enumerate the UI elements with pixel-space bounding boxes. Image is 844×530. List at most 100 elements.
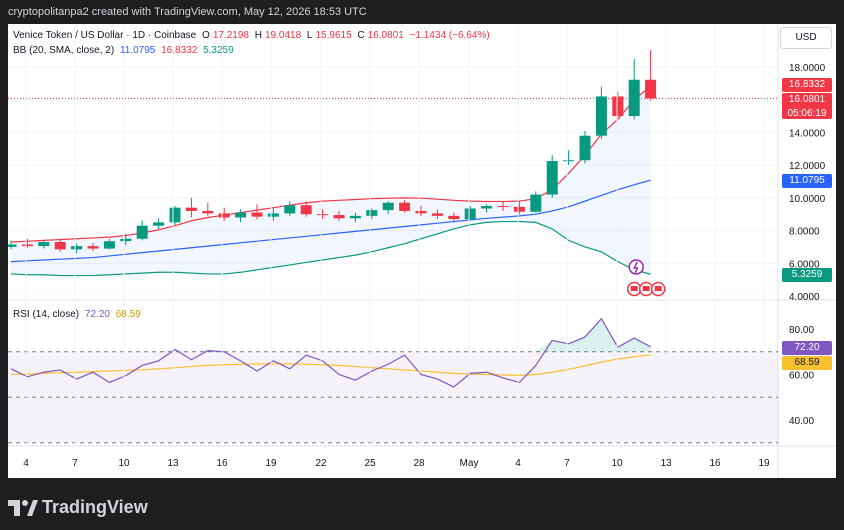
high-label: H xyxy=(254,30,262,41)
time-axis-label: 16 xyxy=(709,458,721,469)
candle-body xyxy=(399,202,411,211)
open-value: 17.2198 xyxy=(212,30,249,41)
candle-body xyxy=(136,225,148,239)
time-axis-label: 19 xyxy=(265,458,277,469)
rsi-legend: RSI (14, close) 72.20 68.59 xyxy=(13,309,144,320)
candle-body xyxy=(431,213,443,216)
candle-body xyxy=(612,96,624,117)
candle-body xyxy=(71,246,83,250)
candle-body xyxy=(333,215,345,219)
bb-band-fill xyxy=(11,86,651,276)
last-price-value: 16.0801 xyxy=(788,94,826,105)
event-lightning-icon xyxy=(628,259,644,275)
candle-body xyxy=(497,206,509,208)
footer: TradingView xyxy=(0,478,844,530)
candle-body xyxy=(317,214,329,216)
candle-body xyxy=(349,215,361,219)
last-price-tag: 16.0801 05:06:19 xyxy=(782,93,832,119)
candle-body xyxy=(21,244,33,247)
tradingview-logo[interactable]: TradingView xyxy=(8,497,148,518)
candle-body xyxy=(169,207,181,223)
candle-body xyxy=(153,222,165,226)
bb-basis-price-tag: 11.0795 xyxy=(782,174,832,188)
time-axis-label: 19 xyxy=(758,458,770,469)
candle-body xyxy=(218,213,230,218)
candle-body xyxy=(464,208,476,220)
tradingview-logo-icon xyxy=(8,499,38,516)
time-axis-label: 7 xyxy=(72,458,78,469)
candle-body xyxy=(448,215,460,220)
bb-upper-price-tag: 16.8332 xyxy=(782,78,832,92)
lightning-glyph xyxy=(632,261,639,274)
bb-lower-line xyxy=(10,220,651,277)
time-axis-label: 25 xyxy=(364,458,376,469)
rsi-overbought-fill xyxy=(11,318,651,352)
candle-body xyxy=(563,160,575,162)
flag-glyph xyxy=(630,286,638,291)
time-axis-label: 13 xyxy=(660,458,672,469)
candle-body xyxy=(185,207,197,211)
price-axis-label: 18.0000 xyxy=(789,63,826,74)
time-axis-label: 22 xyxy=(315,458,327,469)
bb-title: BB (20, SMA, close, 2) xyxy=(13,45,115,56)
bb-basis-line xyxy=(10,179,651,263)
candle-body xyxy=(251,212,263,217)
low-value: 15.9615 xyxy=(315,30,352,41)
candle-body xyxy=(546,161,558,195)
candle-body xyxy=(38,242,50,247)
candle-body xyxy=(628,79,640,117)
rsi-ma-line xyxy=(10,354,651,377)
rsi-axis-label: 40.00 xyxy=(789,416,814,427)
time-axis-label: 4 xyxy=(515,458,521,469)
bb-lower-value: 5.3259 xyxy=(203,45,234,56)
candle-body xyxy=(235,212,247,218)
rsi-value: 72.20 xyxy=(84,309,110,320)
candle-body xyxy=(120,238,132,242)
time-axis-label: 28 xyxy=(413,458,425,469)
tradingview-brand: TradingView xyxy=(42,497,148,517)
close-value: 16.0801 xyxy=(367,30,404,41)
bb-upper-value: 16.8332 xyxy=(161,45,198,56)
time-axis-label: 13 xyxy=(167,458,179,469)
chart-attribution: cryptopolitanpa2 created with TradingVie… xyxy=(0,0,844,24)
candle-body xyxy=(202,210,214,214)
symbol-name: Venice Token / US Dollar · 1D · Coinbase xyxy=(13,30,197,41)
low-label: L xyxy=(306,30,313,41)
bb-basis-value: 11.0795 xyxy=(119,45,156,56)
rsi-ma-value: 68.59 xyxy=(115,309,141,320)
price-chart-svg[interactable]: 18.0000 14.0000 12.0000 10.0000 8.0000 6.0000… xyxy=(8,24,836,478)
time-axis-label: May xyxy=(460,458,479,469)
change-value: −1.1434 (−6.64%) xyxy=(409,30,490,41)
time-axis-label: 10 xyxy=(118,458,130,469)
price-axis-label: 12.0000 xyxy=(789,161,826,172)
price-axis-label: 14.0000 xyxy=(789,128,826,139)
candle-body xyxy=(382,202,394,211)
rsi-title: RSI (14, close) xyxy=(13,309,80,320)
price-axis-label: 10.0000 xyxy=(789,194,826,205)
candle-body xyxy=(300,205,312,215)
candle-body xyxy=(513,206,525,212)
open-label: O xyxy=(202,30,210,41)
price-axis-label: 6.0000 xyxy=(789,259,820,270)
time-axis-label: 4 xyxy=(23,458,29,469)
candle-body xyxy=(267,213,279,217)
time-axis-label: 7 xyxy=(564,458,570,469)
candle-body xyxy=(595,96,607,136)
rsi-line xyxy=(10,317,651,388)
chart-area[interactable]: 18.0000 14.0000 12.0000 10.0000 8.0000 6.0000… xyxy=(8,24,836,478)
price-axis-label: 4.0000 xyxy=(789,292,820,303)
candle-body xyxy=(481,206,493,209)
candle-body xyxy=(8,244,17,247)
time-axis-label: 16 xyxy=(216,458,228,469)
bar-countdown: 05:06:19 xyxy=(787,108,827,119)
currency-selector[interactable]: USD xyxy=(780,27,832,49)
rsi-price-tag: 72.20 xyxy=(782,341,832,355)
rsi-axis-label: 60.00 xyxy=(789,371,814,382)
time-axis-label: 10 xyxy=(611,458,623,469)
candle-body xyxy=(54,242,66,250)
candle-body xyxy=(530,194,542,212)
flag-glyph xyxy=(654,286,662,291)
symbol-legend: Venice Token / US Dollar · 1D · Coinbase… xyxy=(13,30,493,41)
high-value: 19.0418 xyxy=(264,30,302,41)
candle-body xyxy=(579,135,591,161)
